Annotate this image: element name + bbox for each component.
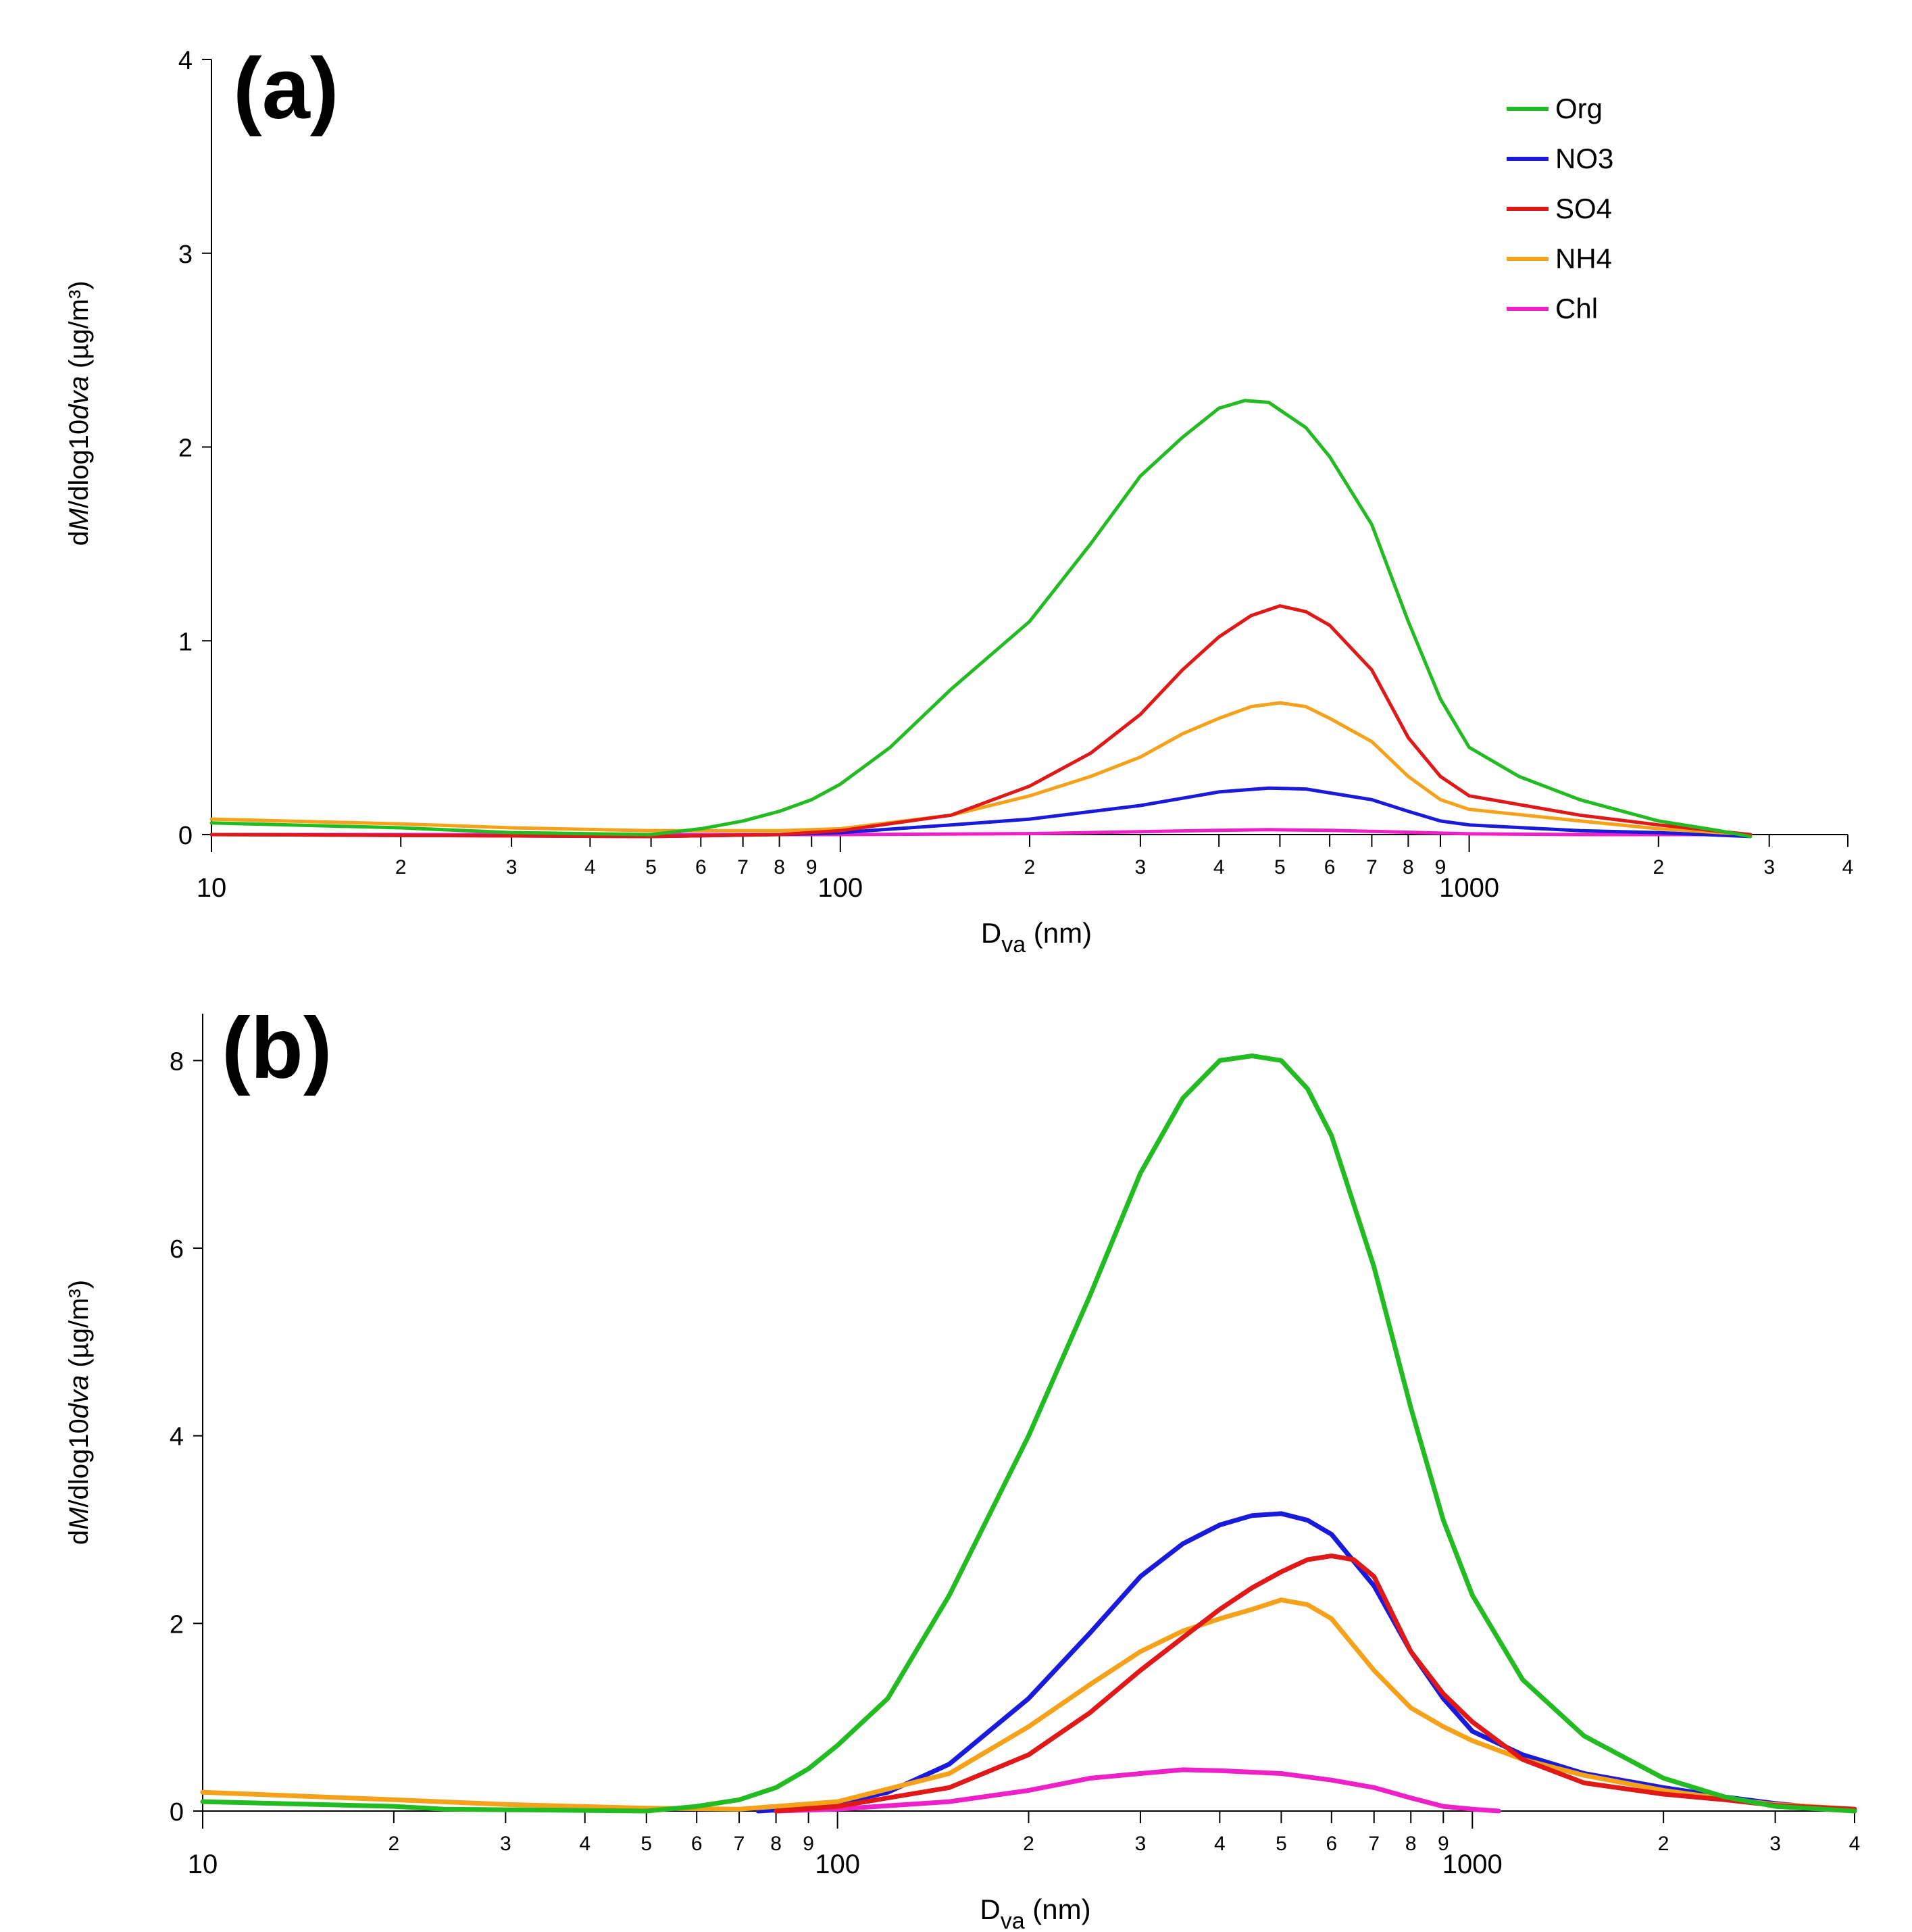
x-tick-label: 8: [1403, 856, 1414, 878]
y-tick-label: 3: [178, 241, 193, 269]
x-tick-label: 2: [1658, 1833, 1669, 1855]
x-tick-label: 6: [1326, 1833, 1337, 1855]
legend-label-so4: SO4: [1555, 193, 1612, 224]
series-line-chl: [774, 1767, 1501, 1814]
x-axis-title: Dva (nm): [980, 1893, 1090, 1932]
x-tick-label: 7: [1366, 856, 1378, 878]
x-tick-label: 100: [817, 873, 863, 903]
series-line-nh4: [200, 1597, 1857, 1812]
x-tick-label: 2: [388, 1833, 400, 1855]
x-tick-label: 10: [197, 873, 227, 903]
x-tick-label: 9: [806, 856, 817, 878]
x-tick-label: 100: [815, 1850, 860, 1879]
x-tick-label: 3: [1763, 856, 1775, 878]
x-tick-label: 9: [803, 1833, 814, 1855]
x-tick-label: 3: [500, 1833, 511, 1855]
x-tick-label: 6: [691, 1833, 703, 1855]
y-tick-label: 2: [170, 1610, 184, 1639]
series-line-so4: [774, 1553, 1857, 1814]
x-tick-label: 8: [774, 856, 785, 878]
panel-label: (b): [222, 1000, 332, 1097]
x-tick-label: 4: [579, 1833, 590, 1855]
x-tick-label: 3: [506, 856, 518, 878]
x-tick-label: 2: [395, 856, 407, 878]
x-tick-label: 4: [1213, 856, 1225, 878]
x-tick-label: 1000: [1442, 1850, 1503, 1879]
x-tick-label: 8: [1405, 1833, 1417, 1855]
legend-label-nh4: NH4: [1555, 243, 1612, 274]
x-tick-label: 1000: [1439, 873, 1499, 903]
x-tick-label: 5: [645, 856, 657, 878]
x-tick-label: 5: [1276, 1833, 1287, 1855]
x-tick-label: 4: [584, 856, 596, 878]
y-axis-title: dM/dlog10dva (µg/m³): [64, 280, 94, 545]
x-tick-label: 6: [695, 856, 707, 878]
x-tick-label: 9: [1435, 856, 1446, 878]
y-tick-label: 2: [178, 435, 193, 463]
legend-label-org: Org: [1555, 93, 1603, 124]
y-tick-label: 0: [178, 822, 193, 850]
y-tick-label: 8: [170, 1047, 184, 1076]
x-tick-label: 2: [1653, 856, 1664, 878]
series-line-nh4: [209, 701, 1753, 837]
x-tick-label: 5: [640, 1833, 652, 1855]
x-tick-label: 4: [1214, 1833, 1226, 1855]
y-axis-title: dM/dlog10dva (µg/m³): [64, 1280, 94, 1545]
x-tick-label: 3: [1135, 856, 1147, 878]
x-tick-label: 2: [1024, 856, 1036, 878]
legend-label-no3: NO3: [1555, 143, 1613, 174]
x-tick-label: 5: [1274, 856, 1286, 878]
x-axis-title: Dva (nm): [981, 917, 1092, 958]
legend-label-chl: Chl: [1555, 293, 1598, 324]
x-tick-label: 9: [1438, 1833, 1449, 1855]
y-tick-label: 1: [178, 628, 193, 656]
series-line-org: [209, 399, 1753, 839]
y-tick-label: 6: [170, 1235, 184, 1264]
x-tick-label: 7: [734, 1833, 745, 1855]
x-tick-label: 2: [1023, 1833, 1034, 1855]
x-tick-label: 3: [1135, 1833, 1147, 1855]
panel-label: (a): [233, 41, 338, 137]
y-tick-label: 4: [170, 1423, 184, 1452]
x-tick-label: 10: [188, 1850, 218, 1879]
x-tick-label: 3: [1769, 1833, 1781, 1855]
x-tick-label: 7: [737, 856, 749, 878]
x-tick-label: 8: [770, 1833, 782, 1855]
y-tick-label: 4: [178, 47, 193, 75]
series-line-so4: [209, 604, 1753, 839]
x-tick-label: 6: [1324, 856, 1336, 878]
y-tick-label: 0: [170, 1798, 184, 1827]
series-line-org: [200, 1054, 1857, 1814]
x-tick-label: 4: [1842, 856, 1854, 878]
x-tick-label: 4: [1849, 1833, 1861, 1855]
x-tick-label: 7: [1368, 1833, 1380, 1855]
legend: Org NO3 SO4 NH4 Chl: [1507, 93, 1613, 324]
